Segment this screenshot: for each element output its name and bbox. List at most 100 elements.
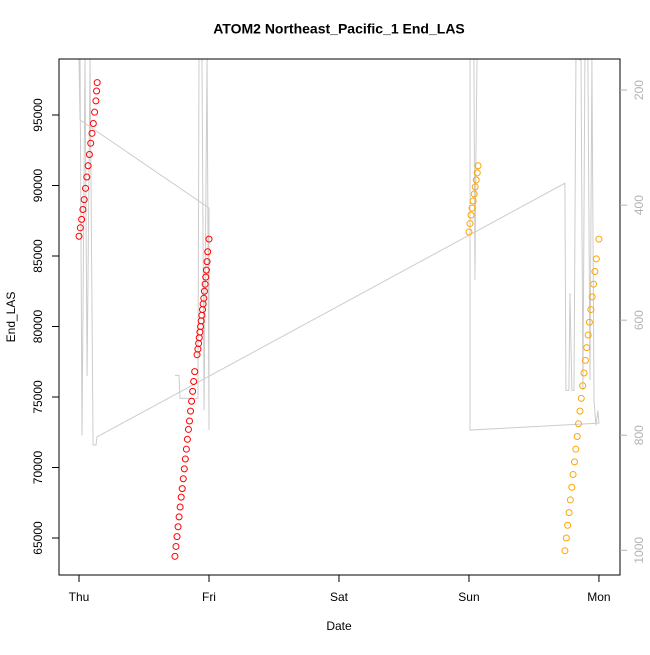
x-axis-label: Date (326, 619, 352, 633)
point (183, 435, 191, 443)
point (173, 533, 181, 541)
point (561, 547, 569, 555)
point (577, 394, 585, 402)
point (588, 293, 596, 301)
chart-title: ATOM2 Northeast_Pacific_1 End_LAS (213, 21, 465, 37)
point (203, 258, 211, 266)
point (190, 377, 198, 385)
point (75, 232, 83, 240)
point (174, 523, 182, 531)
point (202, 266, 210, 274)
point (474, 162, 482, 170)
depth-line (78, 59, 600, 446)
point (569, 471, 577, 479)
point (87, 139, 95, 147)
point (591, 268, 599, 276)
point (573, 432, 581, 440)
point (184, 425, 192, 433)
point (469, 197, 477, 205)
y2-tick-label: 1000 (632, 537, 646, 564)
point (204, 248, 212, 256)
point (88, 129, 96, 137)
point (576, 407, 584, 415)
point (195, 334, 203, 342)
point (575, 420, 583, 428)
point (572, 445, 580, 453)
x-tick-label: Thu (69, 590, 90, 604)
point (592, 255, 600, 263)
point (587, 306, 595, 314)
point (177, 493, 185, 501)
point (581, 356, 589, 364)
x-tick-label: Fri (202, 590, 216, 604)
point (566, 496, 574, 504)
point (181, 455, 189, 463)
point (85, 150, 93, 158)
point (590, 280, 598, 288)
point (564, 521, 572, 529)
point (565, 509, 573, 517)
point (562, 534, 570, 542)
y-tick-label: 85000 (31, 239, 45, 273)
point (471, 183, 479, 191)
point (93, 79, 101, 87)
point (176, 503, 184, 511)
y-tick-label: 70000 (31, 450, 45, 484)
point (172, 542, 180, 550)
point (585, 318, 593, 326)
y-axis-label: End_LAS (4, 292, 18, 343)
point (473, 169, 481, 177)
point (465, 228, 473, 236)
point (568, 483, 576, 491)
point (466, 220, 474, 228)
point (180, 465, 188, 473)
y-tick-label: 80000 (31, 309, 45, 343)
point (579, 382, 587, 390)
y-tick-label: 90000 (31, 168, 45, 202)
point (201, 280, 209, 288)
x-tick-label: Sat (330, 590, 349, 604)
point (595, 235, 603, 243)
point (467, 211, 475, 219)
point (179, 475, 187, 483)
point (583, 344, 591, 352)
point (93, 87, 101, 95)
point (191, 368, 199, 376)
point (83, 173, 91, 181)
point (82, 184, 90, 192)
y-tick-label: 75000 (31, 380, 45, 414)
point (79, 205, 87, 213)
point (200, 287, 208, 295)
y-tick-label: 95000 (31, 98, 45, 132)
point (171, 552, 179, 560)
x-tick-label: Mon (587, 590, 610, 604)
point (580, 369, 588, 377)
plot-frame (58, 58, 621, 576)
point (571, 458, 579, 466)
plot-area (78, 59, 600, 446)
x-tick-label: Sun (458, 590, 479, 604)
point (92, 97, 100, 105)
point (84, 162, 92, 170)
point (186, 417, 194, 425)
point (178, 485, 186, 493)
point (91, 108, 99, 116)
y-tick-label: 65000 (31, 521, 45, 555)
point (182, 445, 190, 453)
point (200, 294, 208, 302)
point (202, 273, 210, 281)
point (468, 204, 476, 212)
point (89, 119, 97, 127)
y2-tick-label: 200 (632, 80, 646, 100)
point (188, 397, 196, 405)
y2-tick-label: 600 (632, 310, 646, 330)
y2-tick-label: 800 (632, 425, 646, 445)
point (175, 513, 183, 521)
point (470, 190, 478, 198)
point (193, 351, 201, 359)
point (78, 215, 86, 223)
y2-tick-label: 400 (632, 195, 646, 215)
point (187, 407, 195, 415)
